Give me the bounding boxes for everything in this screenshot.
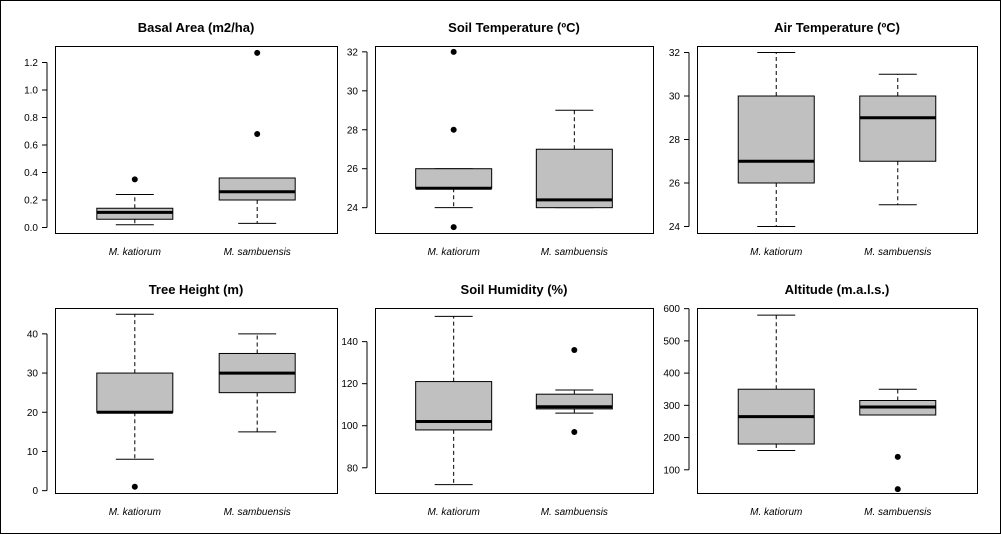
x-category-label: M. katiorum bbox=[109, 247, 161, 258]
box-group-1 bbox=[415, 315, 493, 486]
y-tick-label: 400 bbox=[663, 369, 680, 380]
box-iqr bbox=[415, 168, 493, 189]
y-tick-label: 0.4 bbox=[24, 168, 38, 179]
y-tick-label: 30 bbox=[27, 369, 39, 380]
y-tick-label: 32 bbox=[669, 48, 681, 59]
box-iqr bbox=[96, 372, 174, 413]
x-category-label: M. katiorum bbox=[750, 507, 802, 518]
box-group-2 bbox=[218, 333, 296, 433]
box-group-2 bbox=[859, 388, 937, 493]
chart-title: Soil Temperature (ºC) bbox=[448, 20, 580, 35]
plot-frame bbox=[375, 308, 654, 494]
x-category-label: M. sambuensis bbox=[224, 247, 291, 258]
x-category-label: M. katiorum bbox=[428, 507, 480, 518]
plot-frame bbox=[375, 46, 654, 234]
box-group-1 bbox=[737, 52, 815, 227]
plot-frame bbox=[697, 308, 978, 494]
y-tick-label: 1.0 bbox=[24, 86, 38, 97]
chart-panel-6: Altitude (m.a.l.s.) 100 200 300 400 500 600 M. … bbox=[663, 282, 978, 518]
outlier-point bbox=[131, 176, 138, 183]
y-tick-label: 32 bbox=[347, 47, 359, 58]
box-group-2 bbox=[535, 347, 613, 436]
x-category-label: M. katiorum bbox=[428, 247, 480, 258]
plot-frame bbox=[55, 308, 338, 494]
chart-panel-2: Soil Temperature (ºC) 24 26 28 30 32 M. katior… bbox=[347, 20, 654, 258]
box-iqr bbox=[535, 148, 613, 209]
y-tick-label: 0.6 bbox=[24, 141, 38, 152]
y-tick-label: 28 bbox=[669, 135, 681, 146]
box-iqr bbox=[737, 95, 815, 184]
box-iqr bbox=[535, 393, 613, 410]
plot-frame bbox=[55, 46, 338, 234]
box-iqr bbox=[218, 177, 296, 201]
y-tick-label: 10 bbox=[27, 447, 39, 458]
y-tick-label: 100 bbox=[341, 421, 358, 432]
box-group-1 bbox=[415, 48, 493, 231]
outlier-point bbox=[131, 483, 138, 490]
y-tick-label: 80 bbox=[347, 463, 359, 474]
chart-panel-4: Tree Height (m) 0 10 20 30 40 M. katiorum M. sa… bbox=[27, 282, 338, 518]
outlier-point bbox=[450, 224, 457, 231]
outlier-point bbox=[450, 48, 457, 55]
y-tick-label: 140 bbox=[341, 337, 358, 348]
x-category-label: M. sambuensis bbox=[541, 507, 608, 518]
outlier-point bbox=[254, 49, 261, 56]
x-category-label: M. katiorum bbox=[109, 507, 161, 518]
y-tick-label: 30 bbox=[347, 86, 359, 97]
y-tick-label: 0.0 bbox=[24, 223, 38, 234]
outlier-point bbox=[254, 131, 261, 137]
chart-panel-1: Basal Area (m2/ha) 0.0 0.2 0.4 0.6 0.8 1.0 1.2 M… bbox=[24, 20, 338, 258]
x-category-label: M. sambuensis bbox=[224, 507, 291, 518]
chart-title: Tree Height (m) bbox=[149, 282, 244, 297]
y-tick-label: 120 bbox=[341, 379, 358, 390]
box-group-1 bbox=[96, 313, 174, 490]
y-tick-label: 40 bbox=[27, 329, 39, 340]
y-tick-label: 1.2 bbox=[24, 58, 38, 69]
chart-panel-3: Air Temperature (ºC) 24 26 28 30 32 M. katioru… bbox=[669, 20, 978, 258]
y-tick-label: 300 bbox=[663, 401, 680, 412]
box-group-2 bbox=[218, 49, 296, 224]
y-tick-label: 26 bbox=[669, 178, 681, 189]
y-tick-label: 28 bbox=[347, 125, 359, 136]
outlier-point bbox=[894, 453, 901, 460]
y-tick-label: 30 bbox=[669, 92, 681, 103]
outlier-point bbox=[894, 486, 901, 493]
chart-panel-5: Soil Humidity (%) 80 100 120 140 M. katiorum M… bbox=[341, 282, 654, 518]
y-tick-label: 26 bbox=[347, 164, 359, 175]
outlier-point bbox=[571, 429, 578, 436]
chart-title: Altitude (m.a.l.s.) bbox=[785, 282, 890, 297]
y-tick-label: 24 bbox=[347, 203, 359, 214]
box-group-1 bbox=[737, 314, 815, 451]
y-tick-label: 600 bbox=[663, 304, 680, 315]
outlier-point bbox=[571, 347, 578, 354]
box-group-2 bbox=[859, 73, 937, 206]
box-iqr bbox=[859, 95, 937, 162]
chart-title: Air Temperature (ºC) bbox=[774, 20, 900, 35]
x-category-label: M. sambuensis bbox=[541, 247, 608, 258]
y-tick-label: 0.2 bbox=[24, 196, 38, 207]
plot-frame bbox=[697, 46, 978, 234]
x-category-label: M. sambuensis bbox=[864, 247, 931, 258]
box-group-1 bbox=[96, 176, 174, 226]
x-category-label: M. sambuensis bbox=[864, 507, 931, 518]
y-tick-label: 0 bbox=[32, 486, 38, 497]
box-group-2 bbox=[535, 109, 613, 209]
y-tick-label: 0.8 bbox=[24, 113, 38, 124]
y-tick-label: 500 bbox=[663, 336, 680, 347]
y-tick-label: 100 bbox=[663, 465, 680, 476]
y-tick-label: 24 bbox=[669, 222, 681, 233]
y-tick-label: 20 bbox=[27, 408, 39, 419]
outlier-point bbox=[450, 126, 457, 133]
x-category-label: M. katiorum bbox=[750, 247, 802, 258]
chart-title: Basal Area (m2/ha) bbox=[138, 20, 255, 35]
y-tick-label: 200 bbox=[663, 433, 680, 444]
panels-group: Basal Area (m2/ha) 0.0 0.2 0.4 0.6 0.8 1.0 1.2 M… bbox=[24, 20, 978, 518]
chart-title: Soil Humidity (%) bbox=[461, 282, 568, 297]
